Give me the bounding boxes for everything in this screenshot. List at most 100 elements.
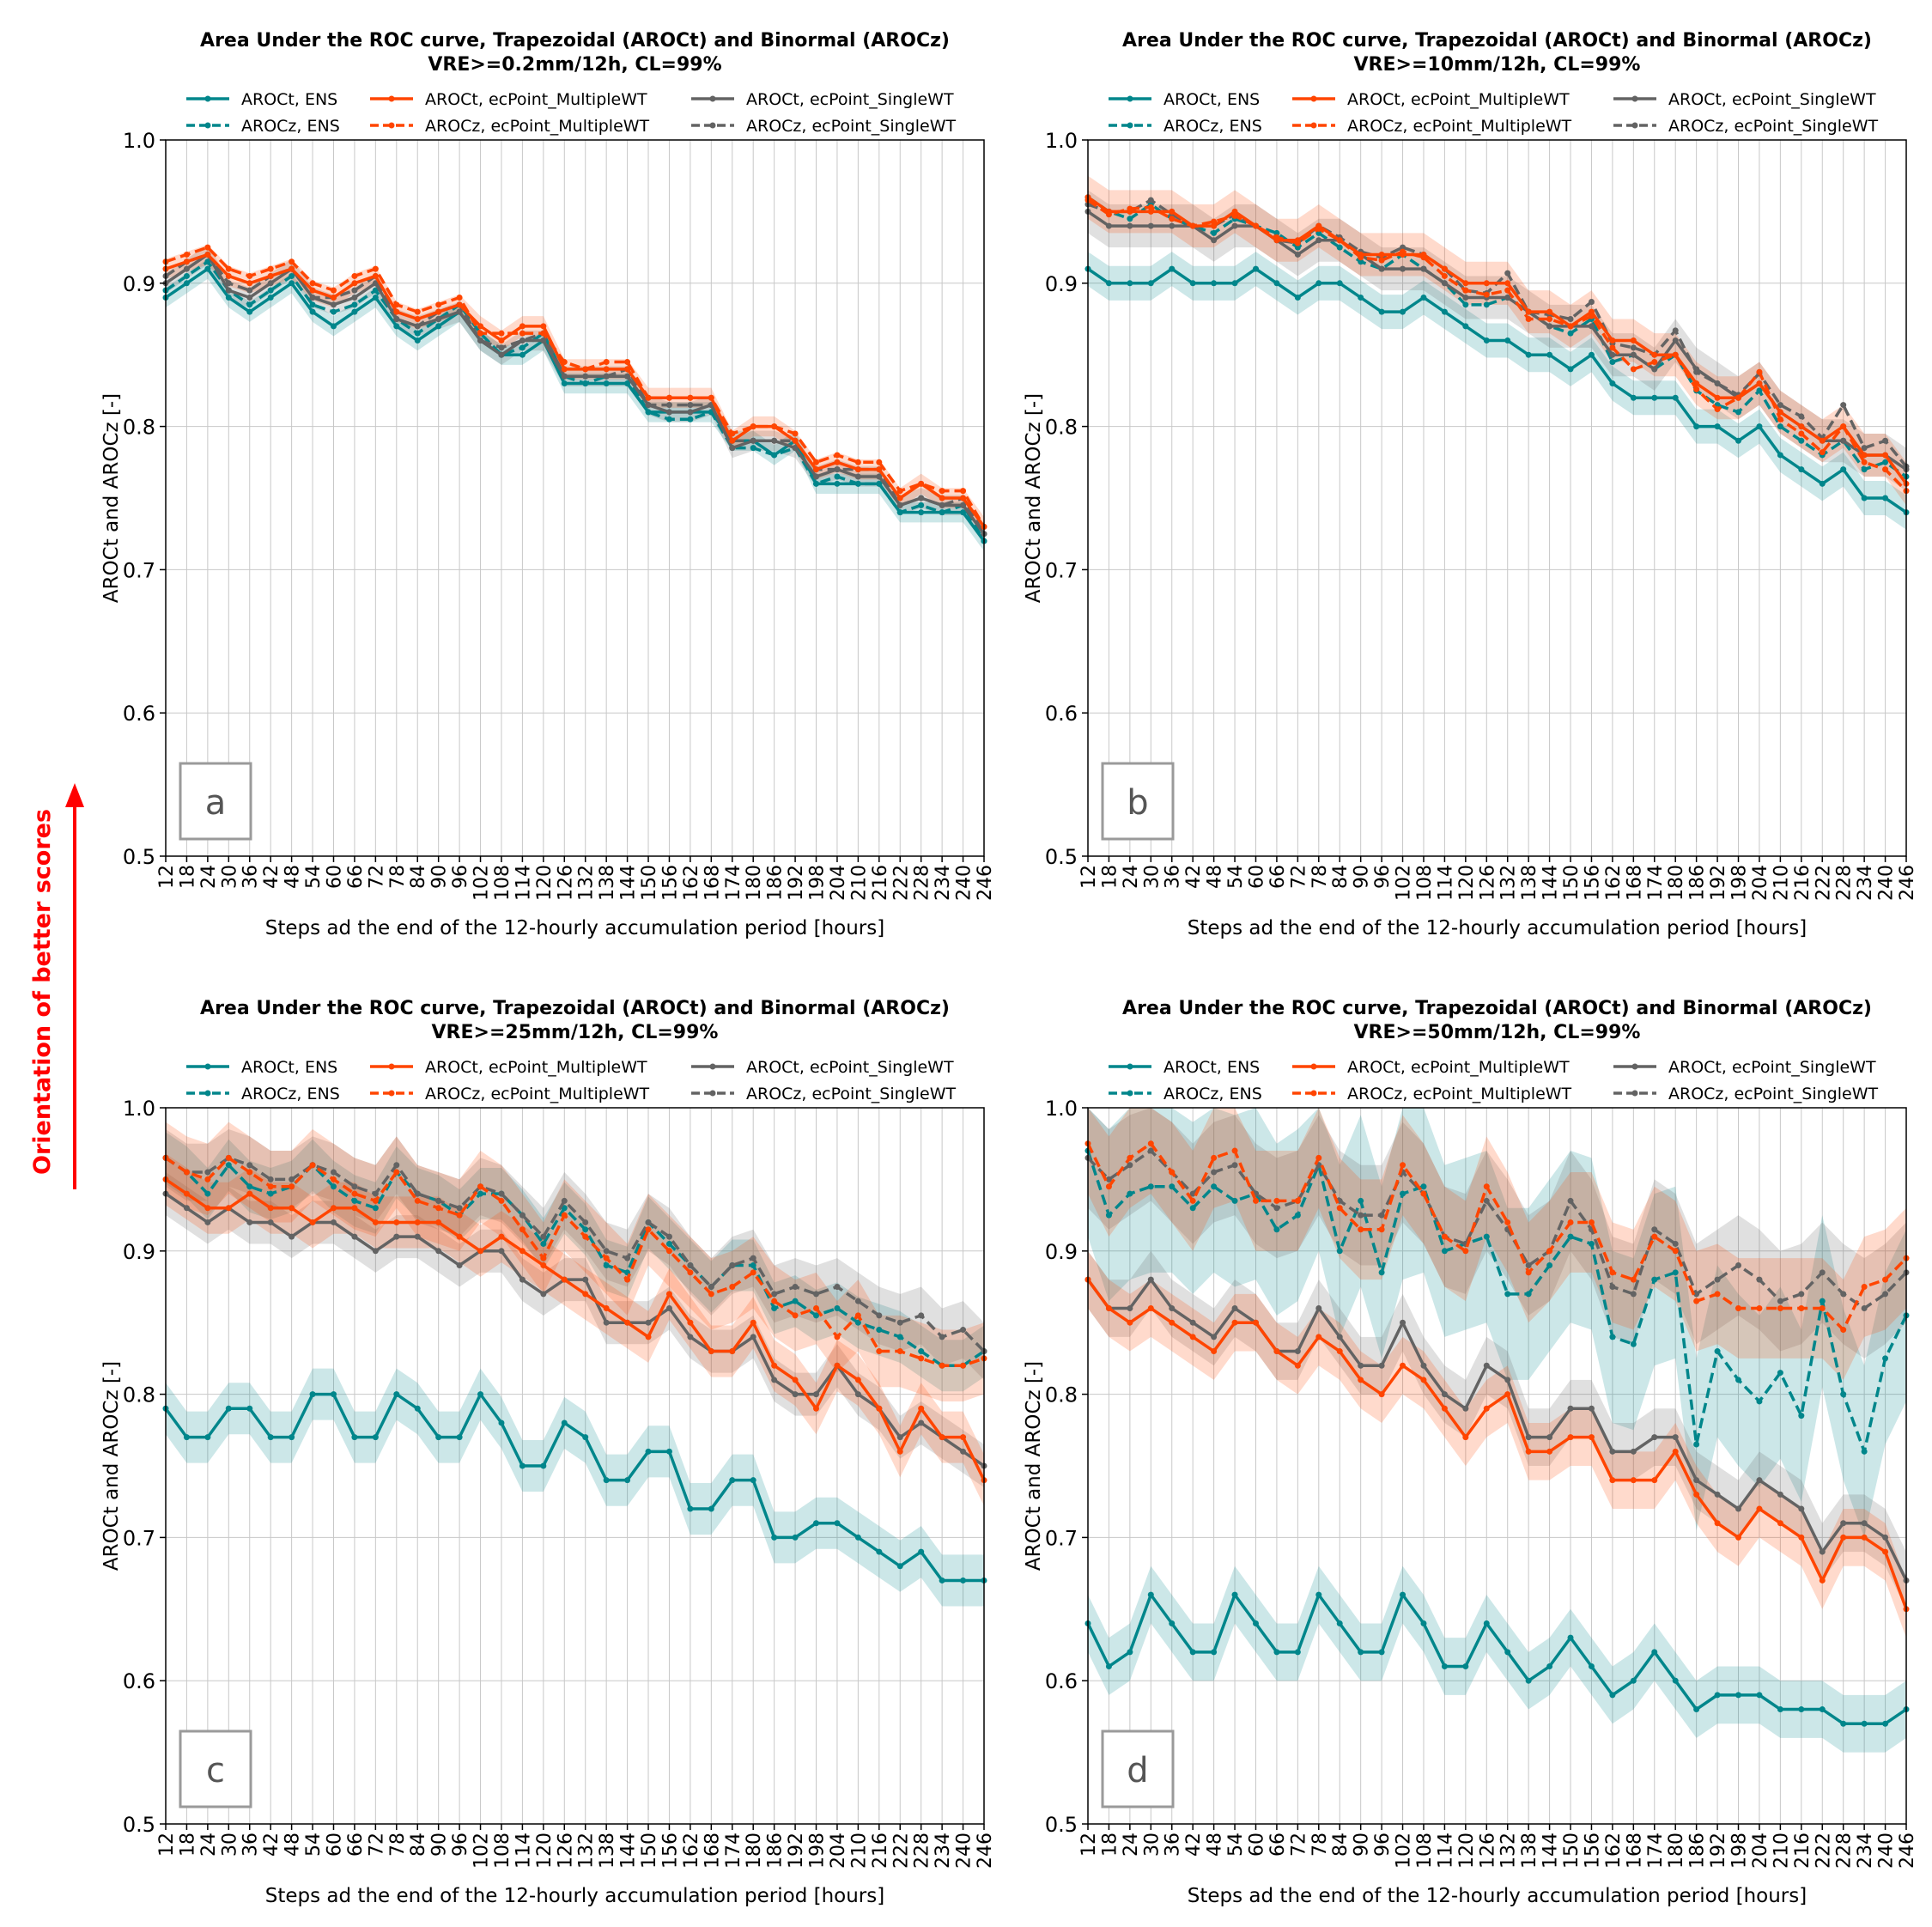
data-point [1273, 1649, 1280, 1656]
data-point [1609, 1334, 1616, 1340]
data-point [813, 459, 820, 465]
data-point [1400, 1362, 1406, 1369]
data-point [498, 344, 505, 351]
data-point [372, 1197, 379, 1204]
data-point [498, 330, 505, 337]
data-point [896, 1434, 903, 1441]
data-point [687, 1269, 694, 1276]
data-point [289, 272, 295, 279]
data-point [1169, 1169, 1176, 1176]
legend-label: AROCz, ENS [1163, 1085, 1262, 1103]
confidence-band [1088, 1250, 1906, 1638]
series-line [1086, 1278, 1908, 1582]
data-point [1211, 1334, 1218, 1340]
data-point [225, 287, 232, 294]
data-point [792, 1312, 799, 1319]
x-tick-label: 216 [1792, 865, 1814, 901]
data-point [477, 337, 484, 344]
data-point [183, 272, 190, 279]
data-point [267, 265, 274, 272]
data-point [246, 1190, 253, 1197]
data-point [393, 1391, 400, 1398]
data-point [603, 359, 610, 366]
confidence-band [166, 1172, 984, 1488]
data-point [1651, 1276, 1658, 1283]
confidence-band [166, 1122, 984, 1401]
legend-marker [1310, 1090, 1317, 1097]
data-point [1714, 1276, 1721, 1283]
x-tick-label: 126 [1477, 1833, 1498, 1869]
y-tick-label: 0.9 [123, 1240, 155, 1264]
data-point [729, 1261, 736, 1268]
x-tick-label: 240 [954, 1833, 975, 1869]
data-point [1861, 1720, 1868, 1727]
y-tick-label: 0.7 [123, 1526, 155, 1550]
series-line [1087, 267, 1907, 514]
data-point [960, 1327, 967, 1334]
data-point [1630, 1448, 1637, 1455]
y-tick-label: 0.5 [1045, 1813, 1078, 1837]
legend-entry: AROCz, ENS [186, 1085, 340, 1103]
data-point [771, 1534, 778, 1541]
x-tick-label: 216 [870, 865, 891, 901]
data-point [1840, 437, 1847, 444]
data-point [1336, 1348, 1343, 1355]
data-point [1273, 234, 1280, 240]
x-tick-label: 48 [1205, 865, 1226, 889]
data-point [1231, 1591, 1238, 1598]
x-tick-label: 120 [1456, 865, 1478, 901]
y-tick-label: 0.9 [1045, 1240, 1078, 1264]
data-point [1441, 1248, 1448, 1255]
data-point [225, 265, 232, 272]
data-point [1756, 1276, 1763, 1283]
data-point [665, 1291, 672, 1298]
data-point [1294, 1649, 1301, 1656]
data-point [183, 280, 190, 287]
data-point [1294, 240, 1301, 246]
data-point [1189, 280, 1196, 287]
data-point [1483, 280, 1490, 287]
data-point [225, 1162, 232, 1169]
data-point [1588, 1219, 1595, 1225]
data-point [1294, 1212, 1301, 1219]
data-point [1798, 437, 1805, 444]
data-point [1441, 1405, 1448, 1412]
data-point [750, 1319, 756, 1326]
data-point [1294, 294, 1301, 301]
data-point [687, 1505, 694, 1512]
data-point [1609, 1269, 1616, 1276]
confidence-band [1088, 190, 1906, 491]
data-point [687, 402, 694, 409]
chart-subtitle: VRE>=10mm/12h, CL=99% [1354, 54, 1641, 76]
data-point [834, 459, 841, 465]
y-tick-label: 0.8 [123, 416, 155, 440]
data-point [519, 337, 526, 344]
data-point [939, 1334, 945, 1340]
data-point [414, 330, 421, 337]
data-point [1735, 1305, 1742, 1312]
data-point [665, 1448, 672, 1455]
data-point [1651, 1233, 1658, 1240]
data-point [1127, 205, 1133, 212]
data-point [687, 1334, 694, 1340]
data-point [498, 1190, 505, 1197]
legend-label: AROCt, ecPoint_MultipleWT [425, 1058, 647, 1077]
confidence-band [166, 1129, 984, 1380]
data-point [1378, 1269, 1385, 1276]
x-tick-label: 102 [1394, 1833, 1415, 1869]
data-point [1294, 1348, 1301, 1355]
data-point [582, 1276, 589, 1283]
data-point [1127, 222, 1133, 229]
data-point [1358, 294, 1364, 301]
data-point [918, 1312, 925, 1319]
x-tick-label: 24 [198, 1833, 220, 1857]
data-point [854, 1391, 861, 1398]
legend-label: AROCt, ENS [1163, 1058, 1260, 1077]
x-tick-label: 72 [1288, 865, 1309, 889]
x-tick-label: 204 [828, 865, 849, 901]
data-point [1693, 423, 1700, 430]
data-point [330, 323, 337, 330]
data-point [645, 1219, 652, 1225]
x-tick-label: 120 [1456, 1833, 1478, 1869]
x-tick-label: 186 [765, 1833, 787, 1869]
